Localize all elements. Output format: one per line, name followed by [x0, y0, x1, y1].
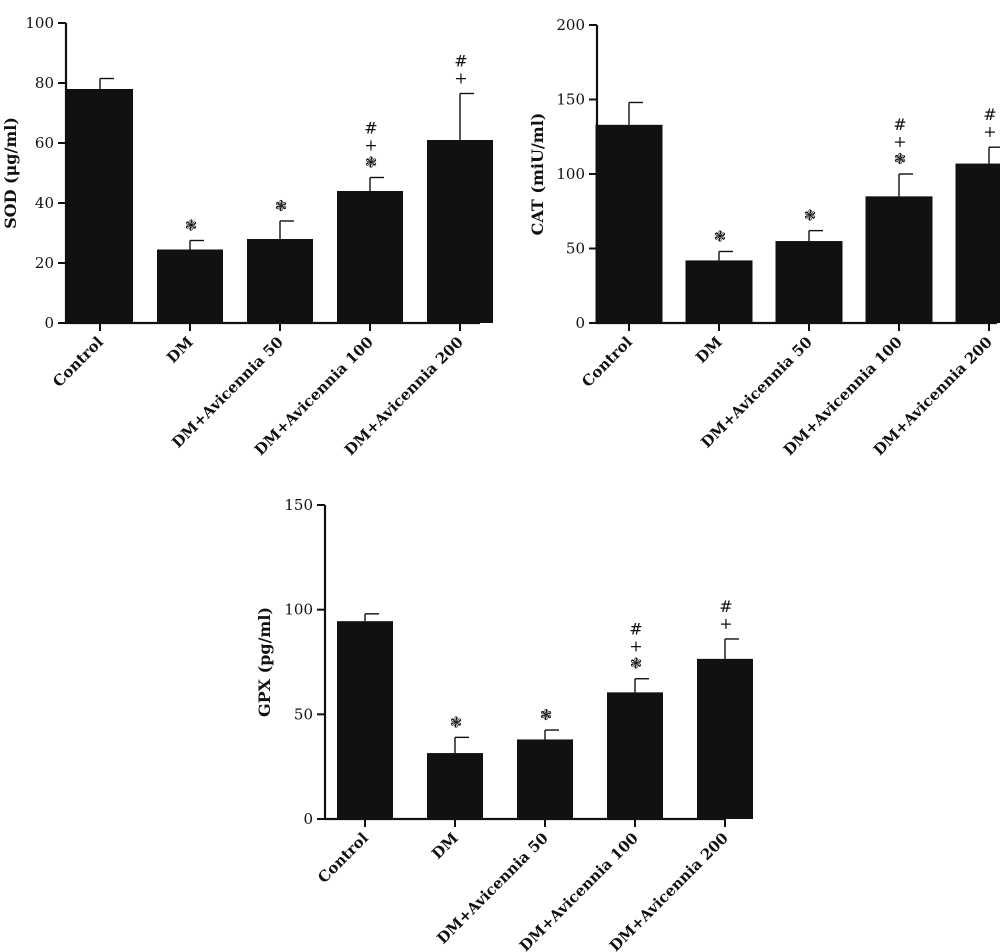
significance-marker-asterisk: ❃: [185, 217, 198, 235]
category-label: Control: [314, 829, 372, 887]
bar-dm-avicennia-100: [337, 191, 403, 323]
bar-control: [595, 124, 663, 323]
y-tick-label: 0: [44, 314, 54, 332]
bar-dm-avicennia-200: [697, 658, 753, 819]
bar-dm: [157, 249, 223, 323]
significance-marker-hash: #: [364, 119, 377, 138]
y-axis-title: SOD (μg/ml): [1, 117, 20, 229]
category-label: DM: [163, 333, 197, 367]
bar-dm: [685, 260, 753, 323]
y-tick-label: 0: [575, 314, 585, 332]
y-tick-label: 150: [284, 496, 313, 514]
bar-dm-avicennia-200: [427, 140, 493, 323]
y-tick-label: 60: [35, 134, 54, 152]
y-tick-label: 50: [294, 705, 313, 723]
y-tick-label: 50: [566, 240, 585, 258]
significance-marker-asterisk: ❃: [540, 706, 553, 724]
category-label: Control: [578, 333, 636, 391]
y-tick-label: 100: [25, 14, 54, 32]
y-tick-label: 150: [556, 91, 585, 109]
bar-dm-avicennia-100: [865, 196, 933, 323]
significance-marker-hash: #: [719, 597, 732, 616]
significance-marker-plus: +: [629, 637, 642, 656]
y-tick-label: 0: [303, 810, 313, 828]
bar-control: [67, 89, 133, 323]
category-label: DM: [692, 333, 726, 367]
significance-marker-hash: #: [629, 620, 642, 639]
bar-dm: [427, 753, 483, 819]
significance-marker-asterisk: ❃: [365, 154, 378, 172]
significance-marker-asterisk: ❃: [275, 197, 288, 215]
significance-marker-hash: #: [893, 115, 906, 134]
category-label: DM: [428, 829, 462, 863]
y-axis-title: CAT (miU/ml): [528, 113, 547, 236]
significance-marker-plus: +: [719, 614, 732, 633]
significance-marker-plus: +: [454, 69, 467, 88]
significance-marker-asterisk: ❃: [714, 227, 727, 245]
y-tick-label: 100: [556, 165, 585, 183]
bar-control: [337, 621, 393, 819]
bar-dm-avicennia-100: [607, 692, 663, 819]
significance-marker-plus: +: [983, 122, 996, 141]
significance-marker-asterisk: ❃: [894, 150, 907, 168]
bar-dm-avicennia-50: [247, 239, 313, 323]
significance-marker-asterisk: ❃: [630, 655, 643, 673]
significance-marker-asterisk: ❃: [804, 207, 817, 225]
y-tick-label: 80: [35, 74, 54, 92]
significance-marker-plus: +: [893, 132, 906, 151]
significance-marker-hash: #: [983, 105, 996, 124]
y-axis-title: GPX (pg/ml): [255, 607, 274, 717]
significance-marker-hash: #: [454, 52, 467, 71]
bar-dm-avicennia-200: [955, 163, 1000, 323]
y-tick-label: 20: [35, 254, 54, 272]
significance-marker-plus: +: [364, 136, 377, 155]
y-tick-label: 200: [556, 16, 585, 34]
significance-marker-asterisk: ❃: [450, 713, 463, 731]
bar-dm-avicennia-50: [517, 739, 573, 819]
bar-dm-avicennia-50: [775, 241, 843, 323]
y-tick-label: 100: [284, 601, 313, 619]
category-label: Control: [49, 333, 107, 391]
y-tick-label: 40: [35, 194, 54, 212]
